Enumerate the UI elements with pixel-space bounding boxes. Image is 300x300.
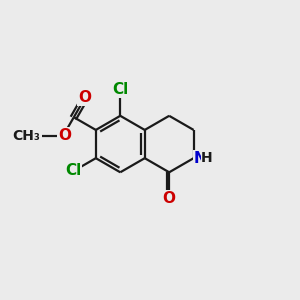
- Text: H: H: [201, 151, 213, 165]
- Text: O: O: [58, 128, 71, 143]
- Text: O: O: [78, 90, 91, 105]
- Text: N: N: [194, 151, 207, 166]
- Text: Cl: Cl: [112, 82, 128, 97]
- Text: Cl: Cl: [65, 163, 82, 178]
- Text: CH₃: CH₃: [13, 129, 40, 142]
- Text: O: O: [163, 191, 176, 206]
